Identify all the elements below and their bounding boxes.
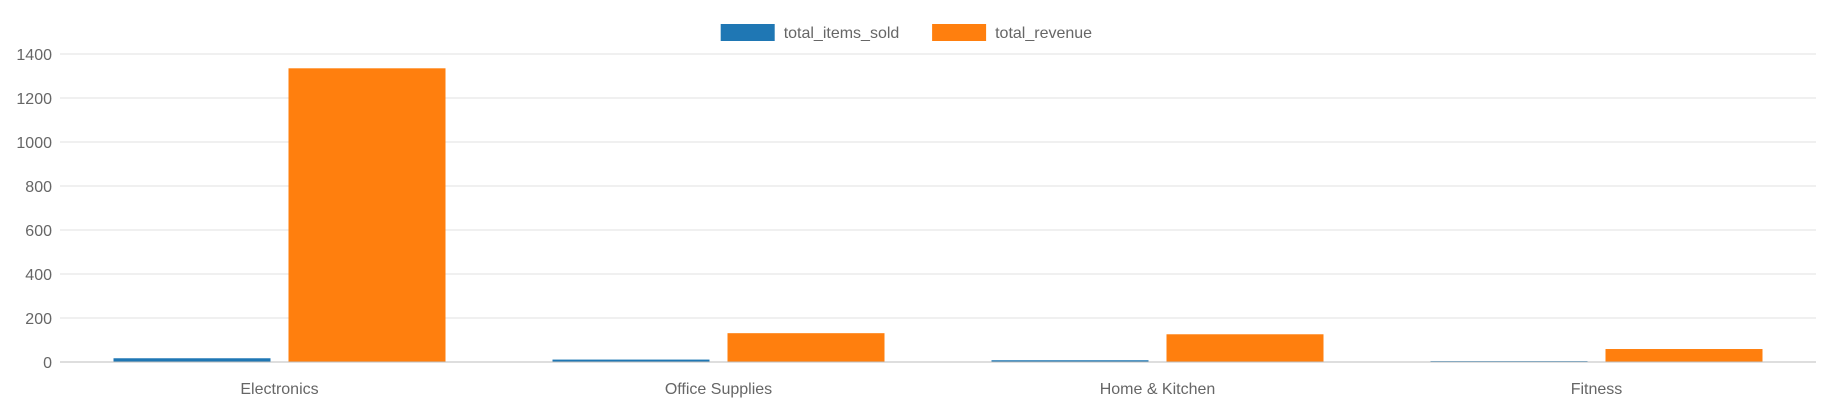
legend-label-total-items-sold[interactable]: total_items_sold (784, 25, 900, 42)
y-tick-label: 400 (25, 267, 52, 284)
axes: 0 200 400 600 800 1000 1200 1400 Electronics Offi… (16, 47, 1816, 398)
y-tick-label: 200 (25, 311, 52, 328)
bars (113, 68, 1763, 363)
y-tick-label: 1000 (16, 135, 52, 152)
y-tick-label: 1400 (16, 47, 52, 64)
legend: total_items_sold total_revenue (720, 24, 1092, 42)
bar-total-revenue-office-supplies[interactable] (727, 333, 885, 362)
legend-swatch-total-items-sold[interactable] (720, 24, 775, 41)
x-tick-label: Home & Kitchen (1100, 381, 1216, 398)
y-tick-label: 0 (43, 355, 52, 372)
x-tick-label: Electronics (240, 381, 318, 398)
bar-total-items-sold-electronics[interactable] (113, 358, 271, 362)
bar-total-items-sold-office-supplies[interactable] (552, 359, 710, 362)
bar-total-items-sold-home-kitchen[interactable] (991, 360, 1149, 362)
y-tick-label: 800 (25, 179, 52, 196)
bar-total-revenue-electronics[interactable] (288, 68, 446, 363)
x-tick-label: Office Supplies (665, 381, 772, 398)
y-tick-label: 1200 (16, 91, 52, 108)
legend-swatch-total-revenue[interactable] (932, 24, 987, 41)
y-tick-label: 600 (25, 223, 52, 240)
bar-total-revenue-home-kitchen[interactable] (1166, 334, 1324, 362)
bar-total-revenue-fitness[interactable] (1605, 349, 1763, 362)
x-tick-label: Fitness (1571, 381, 1623, 398)
legend-label-total-revenue[interactable]: total_revenue (995, 25, 1092, 42)
